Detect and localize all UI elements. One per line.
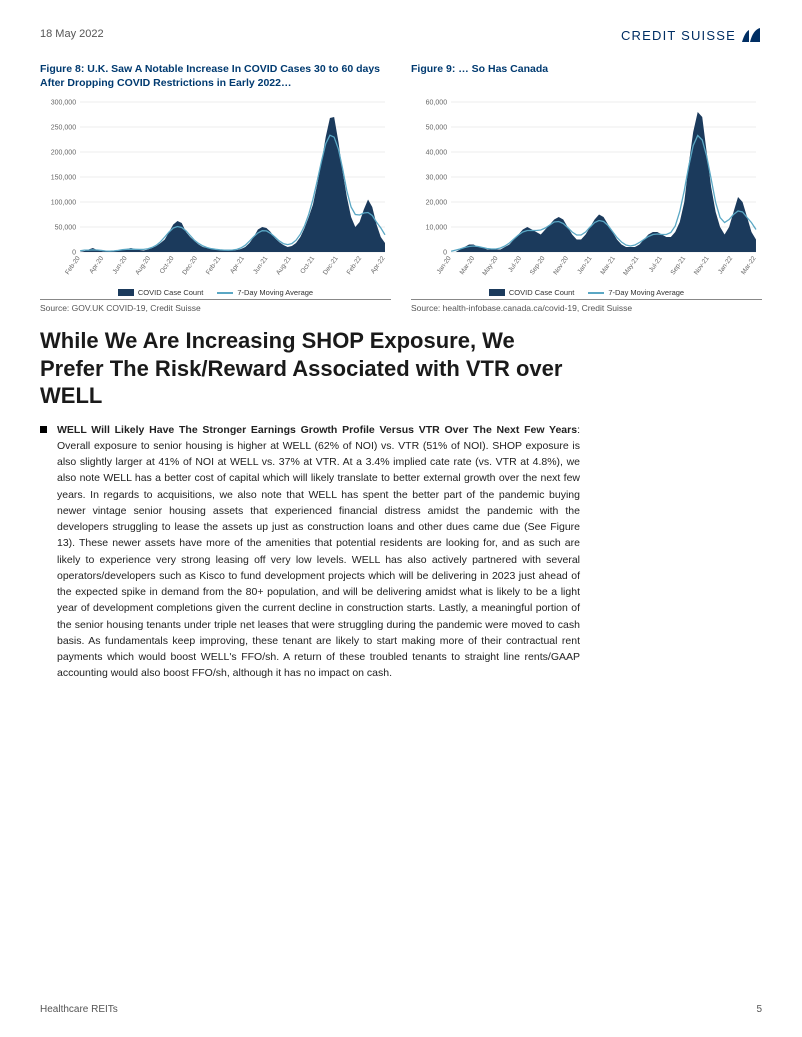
- svg-text:Feb-20: Feb-20: [64, 255, 82, 276]
- svg-text:10,000: 10,000: [426, 225, 448, 232]
- svg-text:Mar-22: Mar-22: [740, 255, 758, 276]
- chart-uk-source: Source: GOV.UK COVID-19, Credit Suisse: [40, 299, 391, 313]
- legend-label-2: 7-Day Moving Average: [608, 288, 684, 297]
- svg-text:300,000: 300,000: [51, 100, 76, 107]
- svg-text:Sep-21: Sep-21: [669, 255, 687, 276]
- chart-canada-title: Figure 9: … So Has Canada: [411, 62, 762, 92]
- svg-text:200,000: 200,000: [51, 150, 76, 157]
- brand-logo: CREDIT SUISSE: [621, 28, 762, 44]
- svg-text:100,000: 100,000: [51, 200, 76, 207]
- legend-moving-avg: 7-Day Moving Average: [217, 288, 313, 297]
- svg-text:Jul-21: Jul-21: [648, 255, 664, 274]
- chart-uk-title: Figure 8: U.K. Saw A Notable Increase In…: [40, 62, 391, 92]
- svg-text:Apr-20: Apr-20: [88, 255, 105, 275]
- legend-label-2: 7-Day Moving Average: [237, 288, 313, 297]
- legend-case-count: COVID Case Count: [118, 288, 203, 297]
- svg-text:40,000: 40,000: [426, 150, 448, 157]
- chart-uk-plot: 050,000100,000150,000200,000250,000300,0…: [40, 96, 391, 286]
- legend-case-count: COVID Case Count: [489, 288, 574, 297]
- swatch-fill-icon: [489, 289, 505, 296]
- svg-text:Jan-20: Jan-20: [436, 255, 453, 276]
- svg-text:50,000: 50,000: [426, 125, 448, 132]
- svg-text:Oct-20: Oct-20: [159, 255, 176, 275]
- page-footer: Healthcare REITs 5: [40, 1004, 762, 1015]
- svg-text:Aug-21: Aug-21: [275, 255, 293, 276]
- chart-canada-source: Source: health-infobase.canada.ca/covid-…: [411, 299, 762, 313]
- svg-text:Dec-21: Dec-21: [322, 255, 340, 276]
- logo-text: CREDIT SUISSE: [621, 28, 736, 43]
- legend-moving-avg: 7-Day Moving Average: [588, 288, 684, 297]
- svg-text:30,000: 30,000: [426, 175, 448, 182]
- bullet-lead: WELL Will Likely Have The Stronger Earni…: [57, 424, 577, 436]
- charts-row: Figure 8: U.K. Saw A Notable Increase In…: [40, 62, 762, 313]
- svg-text:Jun-20: Jun-20: [111, 255, 128, 276]
- svg-text:Jul-20: Jul-20: [507, 255, 523, 274]
- svg-text:Aug-20: Aug-20: [134, 255, 152, 276]
- svg-text:Dec-20: Dec-20: [181, 255, 199, 276]
- svg-text:May-21: May-21: [622, 255, 640, 277]
- logo-sails-icon: [740, 28, 762, 44]
- svg-text:Feb-21: Feb-21: [205, 255, 223, 276]
- legend-label-1: COVID Case Count: [138, 288, 203, 297]
- svg-text:Jan-22: Jan-22: [717, 255, 734, 276]
- page: 18 May 2022 CREDIT SUISSE Figure 8: U.K.…: [0, 0, 802, 1037]
- svg-text:150,000: 150,000: [51, 175, 76, 182]
- svg-text:Feb-22: Feb-22: [346, 255, 364, 276]
- swatch-line-icon: [588, 292, 604, 294]
- svg-text:60,000: 60,000: [426, 100, 448, 107]
- chart-canada-plot: 010,00020,00030,00040,00050,00060,000Jan…: [411, 96, 762, 286]
- svg-text:Apr-22: Apr-22: [370, 255, 387, 275]
- chart-canada: Figure 9: … So Has Canada 010,00020,0003…: [411, 62, 762, 313]
- svg-text:Mar-20: Mar-20: [459, 255, 477, 276]
- svg-text:Mar-21: Mar-21: [599, 255, 617, 276]
- svg-text:20,000: 20,000: [426, 200, 448, 207]
- bullet-text: WELL Will Likely Have The Stronger Earni…: [57, 422, 580, 682]
- bullet-paragraph: WELL Will Likely Have The Stronger Earni…: [40, 422, 580, 682]
- svg-text:Jun-21: Jun-21: [252, 255, 269, 276]
- report-date: 18 May 2022: [40, 28, 104, 40]
- svg-text:Jan-21: Jan-21: [576, 255, 593, 276]
- bullet-square-icon: [40, 426, 47, 433]
- footer-left: Healthcare REITs: [40, 1004, 118, 1015]
- chart-uk-legend: COVID Case Count 7-Day Moving Average: [40, 288, 391, 297]
- legend-label-1: COVID Case Count: [509, 288, 574, 297]
- svg-text:Nov-21: Nov-21: [693, 255, 711, 276]
- svg-text:Apr-21: Apr-21: [229, 255, 246, 275]
- svg-text:250,000: 250,000: [51, 125, 76, 132]
- chart-uk: Figure 8: U.K. Saw A Notable Increase In…: [40, 62, 391, 313]
- header: 18 May 2022 CREDIT SUISSE: [40, 28, 762, 44]
- bullet-body: : Overall exposure to senior housing is …: [57, 424, 580, 680]
- svg-text:50,000: 50,000: [55, 225, 77, 232]
- chart-canada-legend: COVID Case Count 7-Day Moving Average: [411, 288, 762, 297]
- svg-text:Oct-21: Oct-21: [299, 255, 316, 275]
- swatch-fill-icon: [118, 289, 134, 296]
- section-heading: While We Are Increasing SHOP Exposure, W…: [40, 327, 580, 410]
- swatch-line-icon: [217, 292, 233, 294]
- footer-page-number: 5: [756, 1004, 762, 1015]
- svg-text:Nov-20: Nov-20: [552, 255, 570, 276]
- svg-text:Sep-20: Sep-20: [529, 255, 547, 276]
- svg-text:May-20: May-20: [481, 255, 499, 277]
